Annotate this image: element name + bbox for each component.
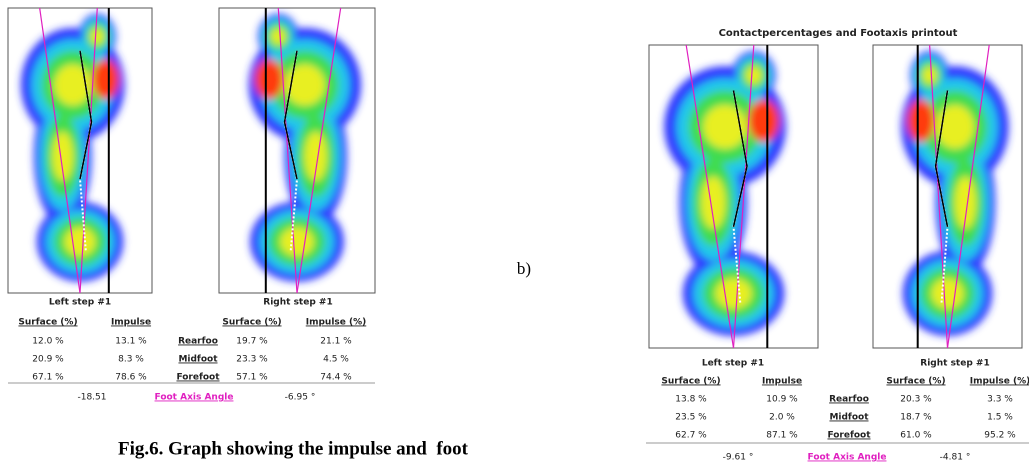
cell: 13.8 % xyxy=(675,395,707,405)
cell: 87.1 % xyxy=(766,431,798,441)
cell: 18.7 % xyxy=(900,413,932,423)
heat-blob xyxy=(90,28,105,45)
panel-label: b) xyxy=(517,259,531,278)
heat-blob xyxy=(304,131,327,181)
heat-blob xyxy=(931,278,964,309)
cell: 8.3 % xyxy=(118,355,144,365)
trajectory xyxy=(283,50,298,180)
foot-axis xyxy=(929,45,949,348)
column-header: Impulse xyxy=(762,377,802,387)
trajectory xyxy=(79,50,93,180)
cell: 10.9 % xyxy=(766,395,798,405)
foot-axis xyxy=(277,8,298,293)
foot-axis-value: -9.61 ° xyxy=(723,453,754,463)
foot-axis xyxy=(296,8,342,293)
heatmap xyxy=(901,45,1009,348)
hotspot xyxy=(907,99,935,142)
cell: 62.7 % xyxy=(675,431,707,441)
cell: 78.6 % xyxy=(115,373,147,383)
foot-axis-value: -4.81 ° xyxy=(940,453,971,463)
cell: 3.3 % xyxy=(987,395,1013,405)
foot-axis-title: Foot Axis Angle xyxy=(155,393,234,403)
row-label: Forefoot xyxy=(176,373,220,383)
cell: 21.1 % xyxy=(320,337,352,347)
step-label: Left step #1 xyxy=(702,359,764,369)
trajectory xyxy=(934,90,949,227)
heat-blob xyxy=(280,227,314,257)
heatmap xyxy=(248,8,361,293)
cell: 20.3 % xyxy=(900,395,932,405)
foot-axis xyxy=(946,45,990,348)
foot-axis xyxy=(685,45,735,348)
heat-blob xyxy=(715,278,752,309)
hotspot xyxy=(92,59,119,100)
foot-axis xyxy=(79,8,98,293)
foot-axis-value: -18.51 xyxy=(77,393,106,403)
cell: 23.3 % xyxy=(236,355,268,365)
heat-blob xyxy=(284,64,326,106)
heat-blob xyxy=(54,64,92,106)
cell: 19.7 % xyxy=(236,337,268,347)
column-header: Impulse (%) xyxy=(970,377,1029,387)
cell: 95.2 % xyxy=(984,431,1016,441)
cell: 57.1 % xyxy=(236,373,268,383)
foot-axis xyxy=(732,45,755,348)
caption: Fig.6. Graph showing the impulse and foo… xyxy=(118,438,469,459)
row-label: Rearfoo xyxy=(829,395,869,405)
column-header: Impulse (%) xyxy=(306,318,367,328)
heatmap xyxy=(20,8,125,293)
cell: 20.9 % xyxy=(32,355,64,365)
cell: 12.0 % xyxy=(32,337,64,347)
panel-title: Contactpercentages and Footaxis printout xyxy=(719,28,958,39)
heatmap xyxy=(664,45,786,348)
row-label: Forefoot xyxy=(827,431,871,441)
foot-axis-value: -6.95 ° xyxy=(285,393,316,403)
cell: 2.0 % xyxy=(769,413,795,423)
heat-blob xyxy=(745,66,762,85)
heat-blob xyxy=(703,104,747,149)
heat-blob xyxy=(64,227,96,257)
heat-layers xyxy=(20,13,125,282)
step-label: Left step #1 xyxy=(49,298,111,308)
heat-layers xyxy=(664,51,786,336)
heat-blob xyxy=(922,66,937,85)
column-header: Surface (%) xyxy=(661,377,720,387)
foot-axis xyxy=(39,8,81,293)
cell: 74.4 % xyxy=(320,373,352,383)
heat-blob xyxy=(701,176,726,229)
heat-blob xyxy=(270,28,286,45)
cell: 61.0 % xyxy=(900,431,932,441)
column-header: Impulse xyxy=(111,318,151,328)
trajectory xyxy=(732,90,748,227)
cell: 1.5 % xyxy=(987,413,1013,423)
hotspot xyxy=(748,99,780,142)
cell: 23.5 % xyxy=(675,413,707,423)
cell: 4.5 % xyxy=(323,355,349,365)
heat-blob xyxy=(954,176,977,229)
step-label: Right step #1 xyxy=(263,298,332,308)
cell: 67.1 % xyxy=(32,373,64,383)
heat-layers xyxy=(901,51,1009,336)
row-label: Midfoot xyxy=(178,355,218,365)
column-header: Surface (%) xyxy=(886,377,945,387)
hotspot xyxy=(254,59,283,100)
row-label: Midfoot xyxy=(829,413,869,423)
column-header: Surface (%) xyxy=(222,318,281,328)
step-label: Right step #1 xyxy=(920,359,989,369)
row-label: Rearfoo xyxy=(178,337,218,347)
column-header: Surface (%) xyxy=(18,318,77,328)
cell: 13.1 % xyxy=(115,337,147,347)
foot-axis-title: Foot Axis Angle xyxy=(808,453,887,463)
heat-blob xyxy=(52,131,74,181)
heat-blob xyxy=(935,104,975,149)
